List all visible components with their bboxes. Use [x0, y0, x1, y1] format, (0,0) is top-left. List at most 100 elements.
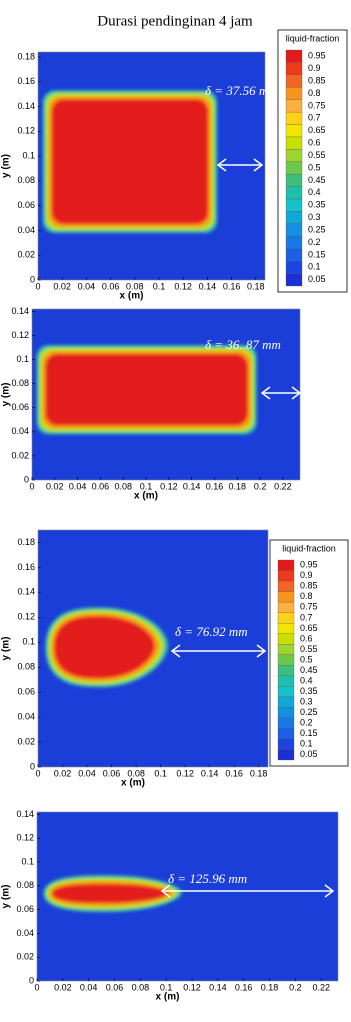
x-tick-label: 0.22: [274, 481, 292, 491]
liquid-region: [42, 90, 218, 233]
x-tick-label: 0.06: [106, 982, 124, 992]
colorbar-swatch: [277, 738, 295, 750]
colorbar-swatch: [277, 591, 295, 603]
colorbar-tick-label: 0.95: [308, 51, 326, 61]
y-tick-label: 0.08: [17, 662, 35, 672]
y-tick-label: 0.1: [22, 637, 35, 647]
colorbar-swatch: [277, 749, 295, 761]
x-tick-label: 0.1: [153, 281, 166, 291]
y-tick-label: 0.16: [17, 76, 35, 86]
y-tick-label: 0.16: [17, 562, 35, 572]
colorbar-swatch: [285, 273, 303, 287]
x-tick-label: 0.16: [225, 768, 243, 778]
x-tick-label: 0.06: [103, 768, 121, 778]
colorbar-swatch: [277, 707, 295, 719]
annotation: δ = 125.96 mm: [168, 871, 247, 886]
x-tick-label: 0.2: [289, 982, 302, 992]
y-tick-label: 0.18: [17, 51, 35, 61]
y-tick-label: 0.02: [16, 952, 34, 962]
y-tick-label: 0.14: [16, 809, 34, 819]
colorbar-tick-label: 0.4: [300, 675, 313, 685]
colorbar-swatch: [285, 49, 303, 63]
contour-band: [52, 884, 169, 903]
plot-frame: [37, 51, 266, 281]
colorbar-tick-label: 0.55: [300, 644, 318, 654]
x-tick-label: 0.04: [80, 982, 98, 992]
x-tick-label: 0: [35, 768, 40, 778]
colorbar-swatch: [277, 601, 295, 613]
colorbar-tick-label: 0.85: [308, 75, 326, 85]
x-tick-label: 0.14: [183, 481, 201, 491]
colorbar-swatch: [285, 261, 303, 274]
x-tick-label: 0: [35, 281, 40, 291]
colorbar-swatch: [277, 644, 295, 655]
y-tick-label: 0.06: [17, 200, 35, 210]
colorbar-tick-label: 0.45: [300, 665, 318, 675]
colorbar-tick-label: 0.75: [308, 100, 326, 110]
colorbar-tick-label: 0.65: [300, 623, 318, 633]
colorbar-tick-label: 0.9: [300, 570, 313, 580]
x-tick-label: 0.06: [102, 281, 120, 291]
colorbar-tick-label: 0.45: [308, 175, 326, 185]
y-tick-label: 0.08: [16, 880, 34, 890]
y-axis-label: y (m): [1, 885, 12, 909]
colorbar-swatch: [277, 665, 295, 676]
y-axis-label: y (m): [1, 154, 12, 178]
colorbar-tick-label: 0.55: [308, 150, 326, 160]
colorbar-tick-label: 0.25: [308, 224, 326, 234]
colorbar-swatch: [277, 570, 295, 582]
y-tick-label: 0.04: [17, 225, 35, 235]
colorbar-tick-label: 0.2: [300, 718, 313, 728]
x-tick-label: 0.18: [261, 982, 279, 992]
colorbar-swatch: [285, 198, 303, 212]
plot-frame: [36, 811, 339, 982]
y-tick-label: 0.04: [11, 426, 29, 436]
y-tick-label: 0.14: [17, 101, 35, 111]
x-tick-label: 0.1: [140, 481, 153, 491]
colorbar-tick-label: 0.05: [308, 274, 326, 284]
liquid-region: [43, 875, 182, 912]
arrow-head: [160, 884, 335, 898]
annotation: δ = 37.56 mm: [205, 83, 278, 98]
y-tick-label: 0.1: [16, 354, 29, 364]
x-tick-label: 0.16: [235, 982, 253, 992]
colorbar-swatch: [277, 580, 295, 592]
x-tick-label: 0.2: [254, 481, 267, 491]
x-tick-label: 0.16: [206, 481, 224, 491]
x-tick-label: 0.04: [78, 768, 96, 778]
colorbar-swatch: [277, 654, 295, 666]
x-tick-label: 0.16: [223, 281, 241, 291]
colorbar-swatch: [285, 136, 303, 150]
colorbar-swatch: [285, 62, 303, 75]
colorbar-tick-label: 0.75: [300, 602, 318, 612]
y-tick-label: 0.06: [11, 402, 29, 412]
liquid-region: [45, 607, 168, 688]
colorbar-tick-label: 0.85: [300, 581, 318, 591]
x-tick-label: 0.08: [132, 982, 150, 992]
colorbar-swatch: [277, 675, 295, 687]
y-tick-label: 0.14: [17, 587, 35, 597]
colorbar-tick-label: 0.8: [308, 88, 321, 98]
colorbar-swatch: [285, 87, 303, 100]
x-tick-label: 0.22: [312, 982, 330, 992]
colorbar-swatch: [285, 149, 303, 162]
annotation: δ = 36..87 mm: [205, 337, 281, 352]
colorbar-tick-label: 0.1: [308, 262, 321, 272]
y-tick-label: 0.12: [17, 612, 35, 622]
y-tick-label: 0.02: [17, 736, 35, 746]
x-tick-label: 0.12: [160, 481, 178, 491]
x-axis-label: x (m): [156, 992, 180, 1003]
colorbar-tick-label: 0.5: [308, 162, 321, 172]
colorbar-swatch: [277, 696, 295, 708]
colorbar-tick-label: 0.5: [300, 654, 313, 664]
x-tick-label: 0.12: [176, 768, 194, 778]
colorbar-tick-label: 0.35: [308, 200, 326, 210]
contour-band: [54, 616, 155, 679]
y-tick-label: 0: [24, 474, 29, 484]
x-tick-label: 0.14: [201, 768, 219, 778]
colorbar-tick-label: 0.15: [300, 728, 318, 738]
annotation: δ = 76.92 mm: [175, 624, 248, 639]
colorbar-swatch: [285, 174, 303, 187]
x-tick-label: 0.1: [160, 982, 173, 992]
